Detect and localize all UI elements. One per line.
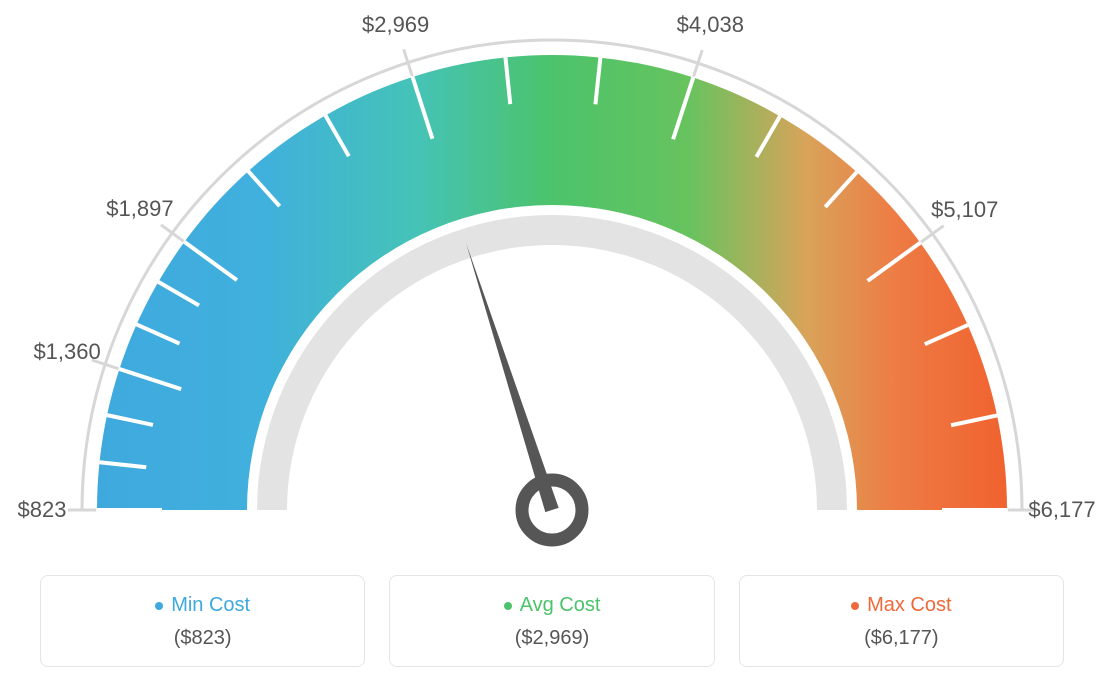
legend-card-max: Max Cost ($6,177): [739, 575, 1064, 667]
legend-dot-min: [155, 602, 163, 610]
legend-title-min: Min Cost: [155, 594, 250, 617]
gauge-tick-label: $6,177: [1028, 497, 1095, 523]
gauge-tick-label: $2,969: [362, 12, 429, 38]
legend-dot-avg: [504, 602, 512, 610]
legend-card-avg: Avg Cost ($2,969): [389, 575, 714, 667]
gauge-tick-label: $1,360: [33, 339, 100, 365]
legend-title-avg: Avg Cost: [504, 594, 601, 617]
legend-value-min: ($823): [51, 627, 354, 650]
gauge-chart: $823 $1,360 $1,897 $2,969 $4,038 $5,107 $6,177: [0, 0, 1104, 560]
gauge-tick-label: $1,897: [106, 196, 173, 222]
gauge-tick-label: $5,107: [931, 197, 998, 223]
legend-row: Min Cost ($823) Avg Cost ($2,969) Max Co…: [0, 575, 1104, 667]
gauge-tick-label: $823: [18, 497, 67, 523]
legend-value-avg: ($2,969): [400, 627, 703, 650]
legend-dot-max: [851, 602, 859, 610]
legend-value-max: ($6,177): [750, 627, 1053, 650]
legend-card-min: Min Cost ($823): [40, 575, 365, 667]
legend-label-avg: Avg Cost: [520, 594, 601, 617]
legend-label-min: Min Cost: [171, 594, 250, 617]
gauge-tick-label: $4,038: [677, 12, 744, 38]
legend-label-max: Max Cost: [867, 594, 951, 617]
gauge-svg: [0, 0, 1104, 560]
legend-title-max: Max Cost: [851, 594, 951, 617]
